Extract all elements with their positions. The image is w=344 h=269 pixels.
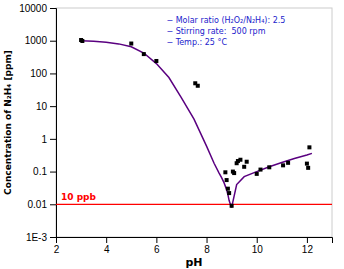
tick: 4 (104, 237, 110, 255)
tick: 2 (54, 237, 60, 255)
point (286, 161, 290, 165)
point (242, 165, 246, 169)
point (225, 178, 229, 182)
reference-line (56, 204, 332, 205)
tick-label: 0.1 (33, 166, 47, 177)
point (129, 42, 133, 46)
tick-label: 10 (36, 101, 48, 112)
point (142, 52, 146, 56)
plot-frame (56, 8, 332, 237)
tick-label: 100 (30, 68, 47, 79)
tick-mark (50, 172, 56, 173)
tick: 10 (252, 237, 264, 255)
point (154, 59, 158, 63)
tick-label: 2 (54, 244, 60, 255)
tick-mark (257, 237, 258, 243)
point (226, 187, 230, 191)
tick: 12 (302, 237, 314, 255)
tick-mark (307, 237, 308, 243)
tick-label: 10000 (19, 3, 47, 14)
point (281, 163, 285, 167)
annotation: − Molar ratio (H₂O₂/N₂H₄): 2.5 (166, 16, 285, 25)
line (232, 153, 312, 207)
tick-mark (50, 73, 56, 74)
point (227, 191, 231, 195)
tick: 6 (154, 237, 160, 255)
texts: 10 ppb − Molar ratio (H₂O₂/N₂H₄): 2.5 − St… (61, 16, 285, 202)
point (267, 165, 271, 169)
tick-label: 1E-3 (26, 232, 48, 243)
tick: 8 (204, 237, 210, 255)
tick: 10 (36, 101, 56, 112)
point (306, 166, 310, 170)
reference-label: 10 ppb (61, 192, 97, 202)
annotation: − Temp.: 25 °C (166, 38, 227, 47)
tick-mark (50, 139, 56, 140)
tick-label: 10 (252, 244, 264, 255)
tick-label: 12 (302, 244, 314, 255)
tick: 1E-3 (26, 232, 56, 243)
point (232, 171, 236, 175)
point (196, 84, 200, 88)
tick-mark (50, 41, 56, 42)
annotation: − Stirring rate: 500 rpm (166, 27, 265, 36)
point (223, 170, 227, 174)
tick-label: 6 (154, 244, 160, 255)
point (255, 172, 259, 176)
tick-mark (50, 8, 56, 9)
tick: 10000 (19, 3, 56, 14)
point (258, 168, 262, 172)
point (80, 39, 84, 43)
tick-label: 1000 (25, 35, 48, 46)
marks (56, 38, 332, 208)
tick: 0.01 (28, 199, 56, 210)
point (305, 162, 309, 166)
tick-mark (207, 237, 208, 243)
tick-mark (50, 106, 56, 107)
tick: 1 (41, 134, 56, 145)
point (245, 160, 249, 164)
axis-line (50, 9, 57, 238)
point (238, 158, 242, 162)
tick-mark (106, 237, 107, 243)
x-axis-title: pH (185, 256, 202, 269)
point (307, 145, 311, 149)
point (230, 204, 234, 208)
y-axis-title: Concentration of N₂H₄ [ppm] (3, 50, 13, 195)
tick: 0.1 (33, 166, 56, 177)
tick-label: 1 (41, 134, 47, 145)
axis-line (57, 238, 333, 244)
tick-label: 8 (204, 244, 210, 255)
tick-mark (50, 204, 56, 205)
tick-mark (50, 237, 56, 238)
tick-mark (156, 237, 157, 243)
plot: 2 4 6 8 10 12 1E-3 0.01 0.1 1 10 100 1000 10000 10 ppb… (19, 3, 332, 255)
tick: 1000 (25, 35, 56, 46)
y-axis: 1E-3 0.01 0.1 1 10 100 1000 10000 (19, 3, 56, 243)
chart: 2 4 6 8 10 12 1E-3 0.01 0.1 1 10 100 1000 10000 10 ppb… (0, 0, 344, 269)
tick-label: 0.01 (28, 199, 48, 210)
tick-label: 4 (104, 244, 110, 255)
x-axis: 2 4 6 8 10 12 (54, 237, 333, 255)
tick: 100 (30, 68, 56, 79)
line (81, 41, 232, 208)
